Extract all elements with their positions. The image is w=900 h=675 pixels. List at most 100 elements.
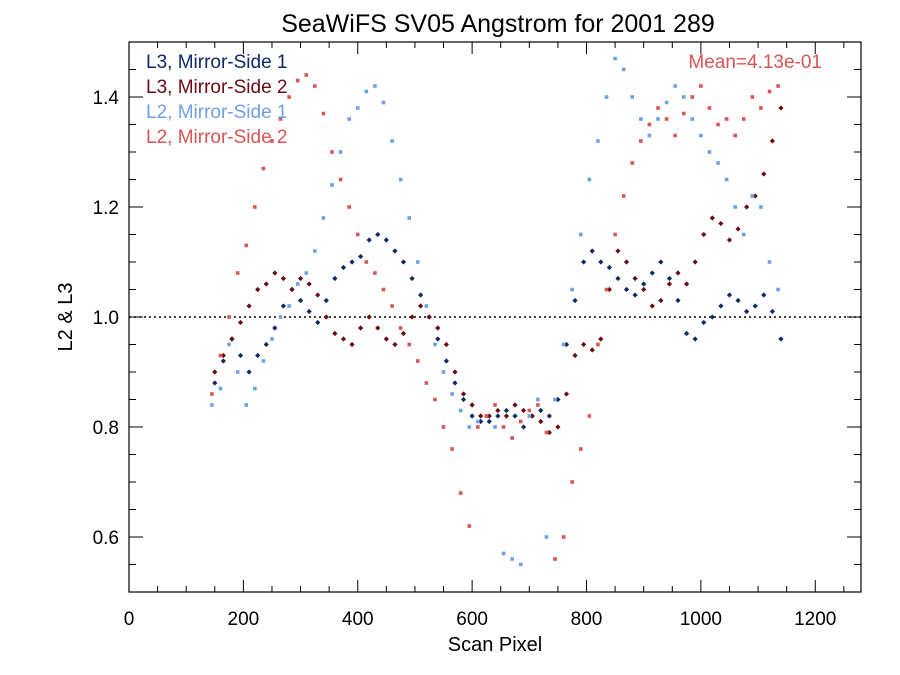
data-point <box>212 369 218 375</box>
data-point <box>666 275 673 282</box>
data-point <box>424 304 429 308</box>
data-point <box>501 425 506 429</box>
data-point <box>246 303 252 309</box>
data-point <box>366 314 372 320</box>
data-point <box>735 297 741 304</box>
data-point <box>510 557 514 561</box>
data-point <box>641 286 647 293</box>
data-point <box>527 414 532 418</box>
data-point <box>426 314 432 320</box>
data-point <box>358 253 364 260</box>
data-point <box>323 297 329 304</box>
data-point <box>381 100 386 105</box>
data-point <box>632 275 638 282</box>
data-point <box>210 403 214 407</box>
data-point <box>304 73 309 77</box>
data-point <box>735 226 741 232</box>
data-point <box>658 259 664 265</box>
data-point <box>418 292 424 298</box>
data-point <box>253 205 257 209</box>
data-point <box>707 106 712 110</box>
data-point <box>355 232 360 237</box>
data-point <box>649 303 655 309</box>
data-point <box>606 264 612 271</box>
data-point <box>486 418 492 425</box>
data-point <box>692 336 698 342</box>
data-point <box>450 447 454 451</box>
data-point <box>246 369 252 375</box>
data-point <box>323 314 329 320</box>
data-point <box>675 270 681 276</box>
data-point <box>615 275 621 282</box>
data-point <box>615 248 621 254</box>
data-point <box>297 297 304 304</box>
y-tick-label: 0.6 <box>93 528 119 549</box>
data-point <box>701 319 707 326</box>
data-point <box>621 194 626 198</box>
data-point <box>235 370 240 374</box>
data-point <box>752 303 758 309</box>
data-point <box>435 325 441 331</box>
data-point <box>229 336 235 342</box>
data-point <box>383 336 389 342</box>
data-point <box>623 259 630 265</box>
data-point <box>347 117 351 121</box>
data-point <box>364 89 369 94</box>
data-point <box>690 117 695 121</box>
data-point <box>392 248 398 254</box>
data-point <box>255 286 261 293</box>
legend-entry: L3, Mirror-Side 2 <box>146 77 288 98</box>
data-point <box>673 84 677 88</box>
data-point <box>469 402 475 408</box>
data-point <box>306 281 312 287</box>
data-point <box>570 287 575 292</box>
data-point <box>263 341 269 348</box>
data-point <box>218 353 223 358</box>
data-point <box>390 139 394 143</box>
data-point <box>598 259 604 265</box>
data-point <box>452 369 458 375</box>
data-point <box>484 414 489 418</box>
data-point <box>315 292 321 298</box>
data-point <box>227 315 231 319</box>
data-point <box>675 297 681 304</box>
data-point <box>340 336 347 342</box>
data-point <box>272 325 278 331</box>
data-point <box>512 413 518 419</box>
data-point <box>520 407 527 414</box>
data-point <box>724 117 729 121</box>
x-tick-label: 400 <box>342 609 374 630</box>
data-point <box>287 95 291 99</box>
data-point <box>400 330 407 337</box>
data-point <box>398 326 403 330</box>
data-point <box>433 342 437 347</box>
data-point <box>596 139 600 143</box>
data-point <box>467 524 472 528</box>
data-point <box>390 304 394 308</box>
data-point <box>641 281 647 287</box>
data-point <box>493 425 497 429</box>
data-point <box>538 407 544 414</box>
data-point <box>726 237 733 243</box>
data-point <box>536 397 540 402</box>
data-point <box>313 84 317 88</box>
data-point <box>673 133 677 138</box>
data-point <box>761 171 767 177</box>
data-point <box>460 391 467 397</box>
data-point <box>460 396 467 403</box>
data-point <box>683 330 690 337</box>
x-tick-label: 1200 <box>794 609 836 630</box>
y-tick-label: 0.8 <box>93 418 119 439</box>
data-point <box>501 551 506 556</box>
data-point <box>741 117 746 121</box>
data-point <box>244 403 249 407</box>
x-tick-label: 800 <box>571 609 603 630</box>
data-point <box>572 297 578 304</box>
data-point <box>647 122 652 127</box>
y-tick-label: 1.4 <box>93 88 120 109</box>
data-point <box>415 260 420 264</box>
data-point <box>527 408 532 413</box>
data-point <box>639 139 643 143</box>
data-point <box>709 314 715 320</box>
